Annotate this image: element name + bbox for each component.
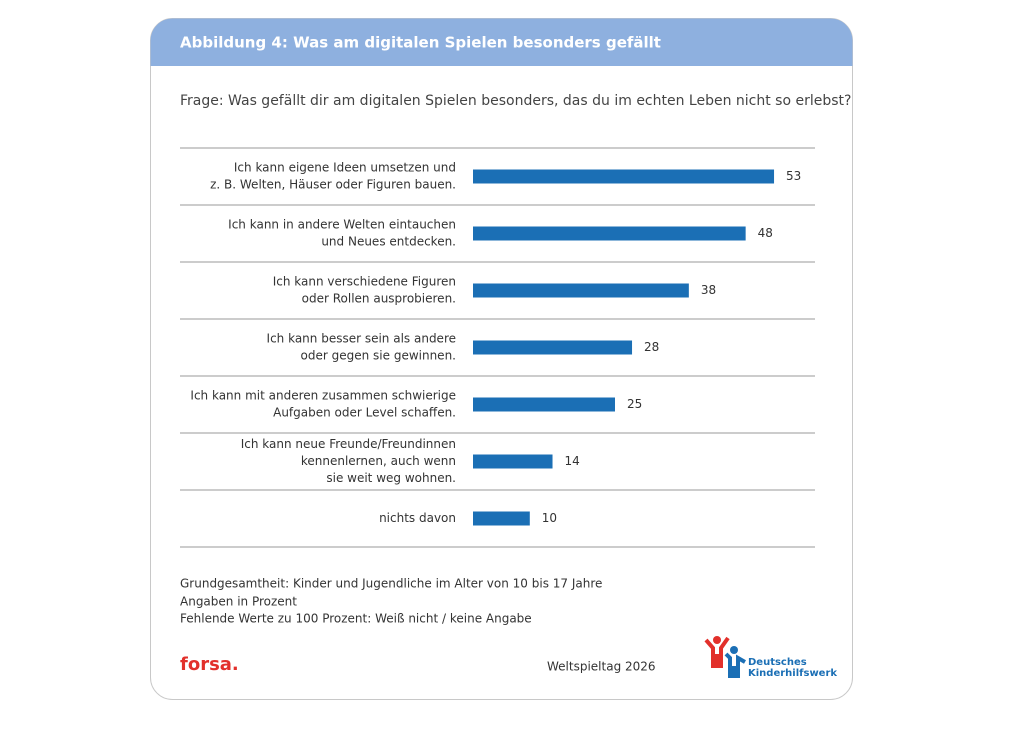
subtitle: Frage: Was gefällt dir am digitalen Spie… [180,93,851,109]
bar [473,340,633,355]
note: Grundgesamtheit: Kinder und Jugendliche … [180,577,602,591]
category-label: Ich kann verschiedene Figuren [273,275,456,289]
brand: forsa. [180,654,239,675]
header-band [150,18,853,66]
category-label: Ich kann neue Freunde/Freundinnen [241,437,456,451]
bar [473,283,689,298]
bar [473,511,530,526]
logo-figures [704,636,746,678]
category-label: Ich kann in andere Welten eintauchen [228,218,456,232]
event: Weltspieltag 2026 [547,660,656,674]
category-label: Ich kann mit anderen zusammen schwierige [190,389,456,403]
logo-text: Deutsches [748,657,807,668]
category-label: Aufgaben oder Level schaffen. [273,406,456,420]
value-label: 25 [627,397,642,411]
value-label: 28 [644,340,659,354]
value-label: 10 [542,511,557,525]
bar [473,397,615,412]
chart: Ich kann eigene Ideen umsetzen und z. B. … [180,147,815,548]
category-label: kennenlernen, auch wenn [301,454,456,468]
bar [473,226,746,241]
category-label: nichts davon [379,511,456,525]
logo-text: Kinderhilfswerk [748,668,837,679]
title: Abbildung 4: Was am digitalen Spielen be… [180,34,661,52]
category-label: und Neues entdecken. [321,235,456,249]
value-label: 48 [758,226,773,240]
bar [473,169,775,184]
category-label: oder Rollen ausprobieren. [302,292,456,306]
note: Angaben in Prozent [180,595,297,609]
category-label: z. B. Welten, Häuser oder Figuren bauen. [210,178,456,192]
category-label: Ich kann eigene Ideen umsetzen und [234,161,456,175]
value-label: 38 [701,283,716,297]
category-label: oder gegen sie gewinnen. [301,349,456,363]
bar [473,454,553,469]
category-label: Ich kann besser sein als andere [267,332,456,346]
category-label: sie weit weg wohnen. [326,471,456,485]
note: Fehlende Werte zu 100 Prozent: Weiß nich… [180,612,532,626]
value-label: 53 [786,169,801,183]
value-label: 14 [565,454,580,468]
